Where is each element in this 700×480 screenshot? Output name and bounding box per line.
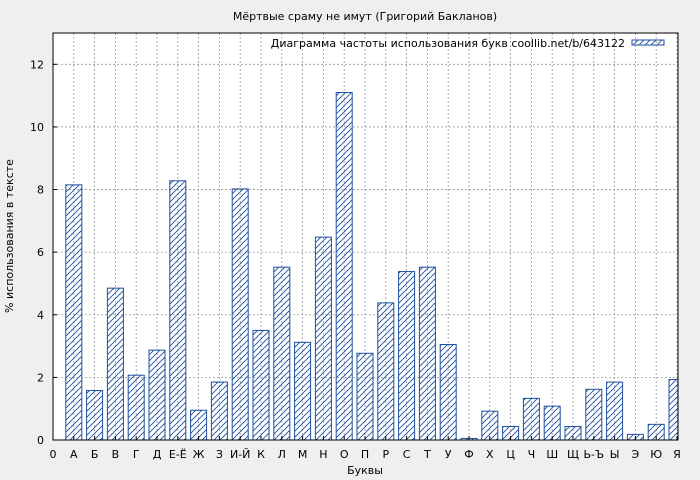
y-tick-label: 10: [30, 121, 44, 134]
legend-label: Диаграмма частоты использования букв coo…: [271, 37, 625, 50]
x-tick-label: О: [340, 448, 349, 461]
bar: [481, 410, 499, 441]
y-tick-label: 2: [37, 371, 44, 384]
bars: [65, 91, 679, 441]
x-tick-label: Д: [153, 448, 162, 461]
x-tick-label: Ч: [528, 448, 536, 461]
x-tick-label: У: [445, 448, 452, 461]
bar: [543, 405, 561, 441]
x-tick-label: Э: [632, 448, 640, 461]
y-tick-label: 0: [37, 434, 44, 447]
y-tick-label: 12: [30, 58, 44, 71]
bar: [585, 388, 603, 441]
bar: [377, 302, 395, 441]
x-tick-label: В: [112, 448, 120, 461]
bar: [252, 329, 270, 441]
x-tick-label: Б: [91, 448, 99, 461]
x-tick-label: Ж: [193, 448, 205, 461]
x-tick-label: Ь-Ъ: [583, 448, 604, 461]
x-axis-label: Буквы: [347, 464, 383, 477]
x-tick-label: Н: [319, 448, 327, 461]
bar: [398, 271, 416, 441]
x-tick-label: Ф: [464, 448, 473, 461]
legend-swatch: [631, 39, 665, 46]
x-tick-label: Р: [382, 448, 389, 461]
chart-title: Мёртвые сраму не имут (Григорий Бакланов…: [233, 10, 497, 23]
bar: [127, 374, 145, 441]
x-tick-label: А: [70, 448, 78, 461]
bar: [148, 349, 166, 441]
x-ticks: 0 А Б В Г Д Е-Ё Ж З И-Й К Л М Н О П Р С Т У Ф Х Ц Ч Ш Щ Ь-Ъ Ы Э Ю Я: [50, 436, 681, 461]
x-tick-label: Л: [278, 448, 286, 461]
x-tick-label: Е-Ё: [169, 448, 187, 461]
bar: [314, 236, 332, 441]
x-tick-label: Т: [423, 448, 431, 461]
x-tick-label: Х: [486, 448, 494, 461]
x-tick-label: Ю: [650, 448, 662, 461]
bar: [273, 266, 291, 441]
x-tick-label: Щ: [567, 448, 579, 461]
bar: [86, 390, 104, 441]
bar: [439, 344, 457, 441]
y-axis-label: % использования в тексте: [3, 159, 16, 313]
x-tick-label: З: [216, 448, 223, 461]
x-tick-label: Ц: [506, 448, 515, 461]
bar: [65, 184, 83, 441]
x-tick-label: Ш: [546, 448, 558, 461]
x-tick-label: П: [361, 448, 369, 461]
bar: [606, 381, 624, 441]
x-tick-label: 0: [50, 448, 57, 461]
legend: Диаграмма частоты использования букв coo…: [271, 37, 665, 50]
bar: [668, 379, 679, 441]
bar: [522, 397, 540, 441]
x-tick-label: М: [298, 448, 308, 461]
y-tick-label: 8: [37, 184, 44, 197]
bar: [335, 91, 353, 441]
x-tick-label: Ы: [610, 448, 620, 461]
x-tick-label: Я: [673, 448, 681, 461]
bar: [190, 409, 208, 441]
bar: [294, 341, 312, 441]
x-tick-label: Г: [133, 448, 140, 461]
x-tick-label: И-Й: [230, 448, 250, 461]
bar: [356, 352, 374, 441]
y-ticks: 0 2 4 6 8 10 12: [30, 58, 57, 447]
x-tick-label: К: [257, 448, 265, 461]
y-tick-label: 4: [37, 309, 44, 322]
x-tick-label: С: [403, 448, 411, 461]
bar: [106, 287, 124, 441]
y-tick-label: 6: [37, 246, 44, 259]
bar: [169, 180, 187, 441]
bar: [231, 188, 249, 441]
bar: [210, 381, 228, 441]
bar: [418, 266, 436, 441]
